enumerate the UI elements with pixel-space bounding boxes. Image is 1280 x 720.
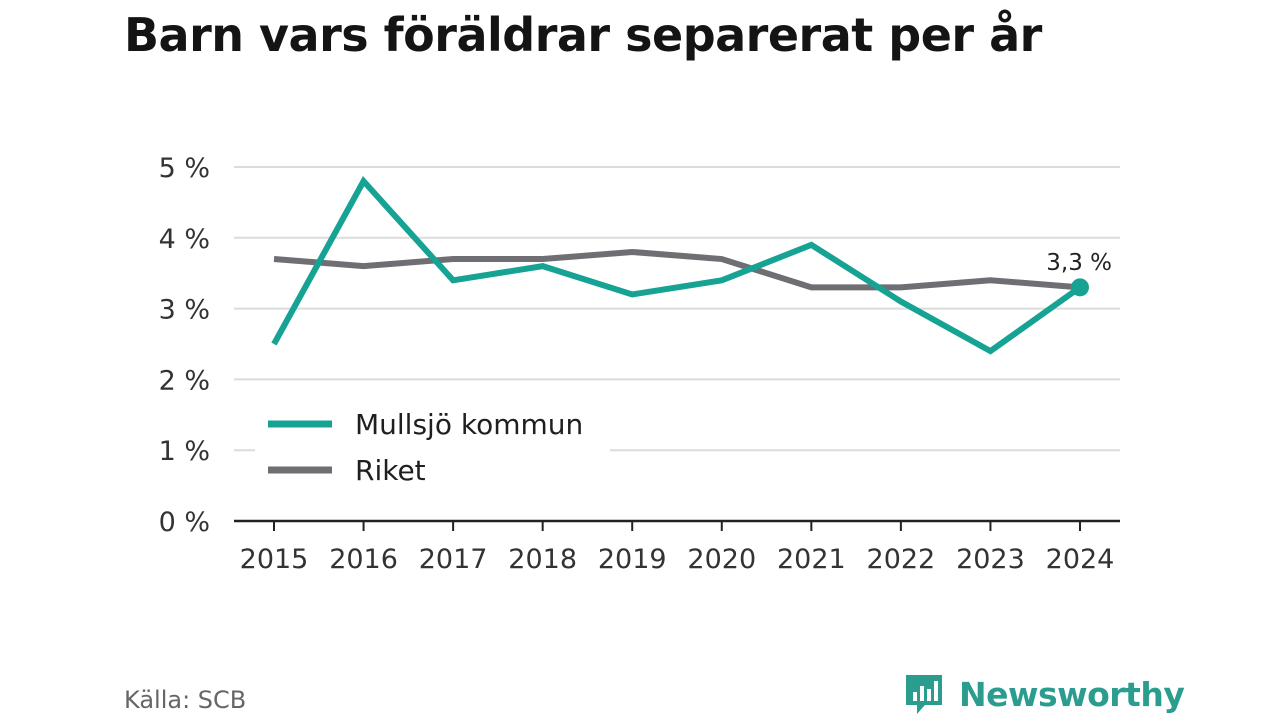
y-tick-label: 3 %: [159, 295, 210, 326]
annotation: 3,3 %: [1046, 250, 1112, 297]
series-line: [273, 248, 1081, 291]
x-tick-label: 2016: [329, 544, 398, 575]
y-tick-label: 0 %: [159, 507, 210, 538]
x-tick-label: 2015: [240, 544, 309, 575]
legend-label: Riket: [355, 454, 426, 487]
x-tick-label: 2023: [956, 544, 1025, 575]
highlight-point: [1071, 278, 1089, 297]
x-tick-label: 2022: [867, 544, 936, 575]
legend-background: [255, 395, 610, 490]
x-tick-label: 2017: [419, 544, 488, 575]
y-tick-label: 5 %: [159, 153, 210, 184]
source-label: Källa: SCB: [124, 686, 247, 714]
x-tick-label: 2021: [777, 544, 846, 575]
y-tick-label: 2 %: [159, 365, 210, 396]
x-tick-label: 2024: [1046, 544, 1115, 575]
newsworthy-logo: Newsworthy: [903, 672, 1185, 716]
series-lines: [271, 176, 1082, 355]
legend: Mullsjö kommun Riket: [255, 395, 610, 490]
x-tick-label: 2018: [508, 544, 577, 575]
y-tick-label: 4 %: [159, 224, 210, 255]
series-line: [271, 176, 1082, 355]
bar-chart-speech-bubble-icon: [906, 675, 942, 714]
x-tick-label: 2019: [598, 544, 667, 575]
point-label: 3,3 %: [1046, 250, 1112, 276]
brand-name: Newsworthy: [959, 674, 1185, 714]
y-axis-ticks: 0 % 1 % 2 % 3 % 4 % 5 %: [159, 153, 210, 538]
legend-label: Mullsjö kommun: [355, 408, 583, 441]
x-tick-label: 2020: [687, 544, 756, 575]
y-tick-label: 1 %: [159, 436, 210, 467]
x-axis: 2015 2016 2017 2018 2019 2020 2021 2022 2023 2024: [234, 519, 1120, 575]
chart-title: Barn vars föräldrar separerat per år: [124, 8, 1042, 62]
